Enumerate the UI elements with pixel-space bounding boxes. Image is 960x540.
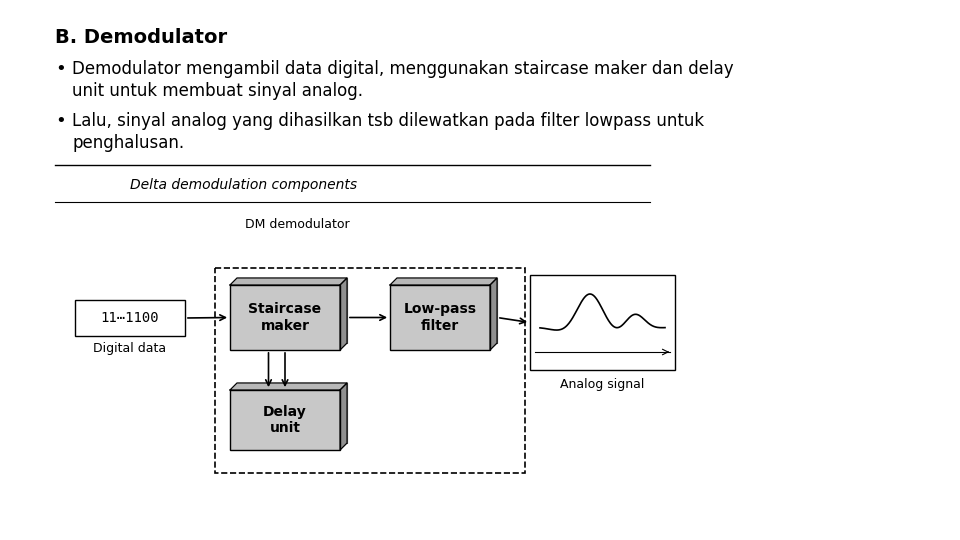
Polygon shape bbox=[390, 278, 497, 285]
Text: Delay
unit: Delay unit bbox=[263, 405, 307, 435]
FancyBboxPatch shape bbox=[390, 285, 490, 350]
FancyBboxPatch shape bbox=[237, 278, 347, 343]
FancyBboxPatch shape bbox=[530, 275, 675, 370]
Text: DM demodulator: DM demodulator bbox=[245, 218, 349, 231]
Text: •: • bbox=[55, 60, 65, 78]
Polygon shape bbox=[340, 383, 347, 450]
Polygon shape bbox=[230, 383, 347, 390]
Polygon shape bbox=[230, 278, 347, 285]
Polygon shape bbox=[340, 278, 347, 350]
Text: Low-pass
filter: Low-pass filter bbox=[403, 302, 476, 333]
Text: Delta demodulation components: Delta demodulation components bbox=[130, 178, 357, 192]
FancyBboxPatch shape bbox=[230, 285, 340, 350]
Polygon shape bbox=[490, 278, 497, 350]
Text: penghalusan.: penghalusan. bbox=[72, 134, 184, 152]
Text: •: • bbox=[55, 112, 65, 130]
Text: unit untuk membuat sinyal analog.: unit untuk membuat sinyal analog. bbox=[72, 82, 363, 100]
FancyBboxPatch shape bbox=[237, 383, 347, 443]
Text: Staircase
maker: Staircase maker bbox=[249, 302, 322, 333]
FancyBboxPatch shape bbox=[230, 390, 340, 450]
FancyBboxPatch shape bbox=[397, 278, 497, 343]
Text: Lalu, sinyal analog yang dihasilkan tsb dilewatkan pada filter lowpass untuk: Lalu, sinyal analog yang dihasilkan tsb … bbox=[72, 112, 704, 130]
Text: 11⋯1100: 11⋯1100 bbox=[101, 311, 159, 325]
FancyBboxPatch shape bbox=[75, 300, 185, 336]
Text: Digital data: Digital data bbox=[93, 342, 167, 355]
Text: Demodulator mengambil data digital, menggunakan staircase maker dan delay: Demodulator mengambil data digital, meng… bbox=[72, 60, 733, 78]
Text: B. Demodulator: B. Demodulator bbox=[55, 28, 228, 47]
Text: Analog signal: Analog signal bbox=[561, 378, 645, 391]
